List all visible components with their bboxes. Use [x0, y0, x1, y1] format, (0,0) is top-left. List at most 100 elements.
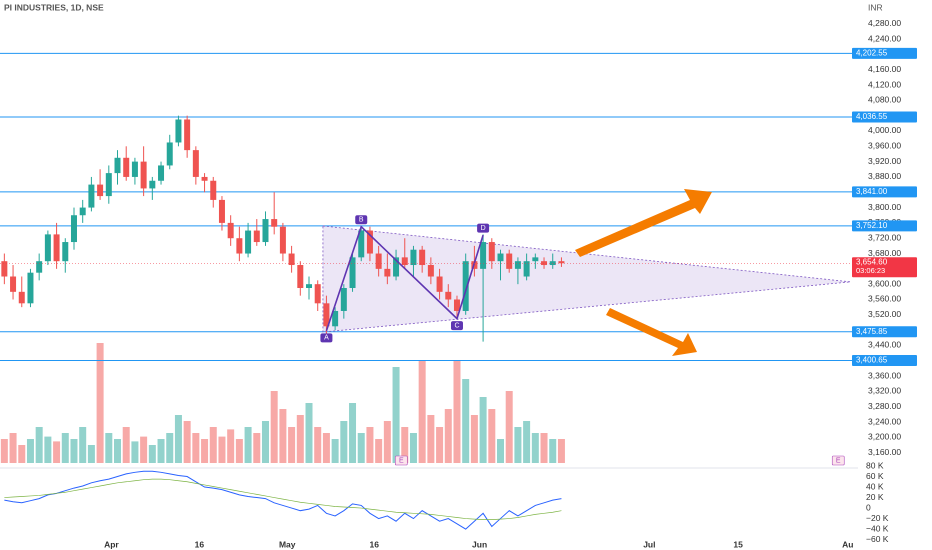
volume-bar — [322, 433, 330, 463]
candle-body — [140, 161, 147, 189]
volume-bar — [314, 427, 322, 463]
volume-bar — [349, 403, 357, 463]
candle-body — [123, 157, 130, 177]
y-tick-label: 4,240.00 — [868, 33, 901, 43]
candle-body — [218, 199, 225, 223]
volume-bar — [418, 361, 426, 463]
y-tick-label: 3,160.00 — [868, 447, 901, 457]
volume-bar — [61, 433, 69, 463]
y-tick-label: 3,600.00 — [868, 278, 901, 288]
volume-bar — [279, 409, 287, 463]
candle-body — [514, 261, 521, 269]
volume-bar — [70, 439, 78, 463]
candle-body — [480, 242, 487, 269]
x-tick-label: 16 — [195, 539, 205, 549]
volume-bar — [549, 439, 557, 463]
volume-bar — [148, 445, 156, 463]
symbol-title: PI INDUSTRIES, 1D, NSE — [4, 2, 104, 12]
volume-bar — [540, 433, 548, 463]
level-box — [852, 355, 917, 367]
candle-body — [384, 268, 391, 277]
candle-body — [27, 272, 34, 304]
candle-body — [497, 253, 504, 262]
y-tick-label: 3,440.00 — [868, 340, 901, 350]
volume-bar — [174, 415, 182, 463]
x-tick-label: 16 — [370, 539, 380, 549]
volume-bar — [87, 445, 95, 463]
candle-body — [1, 261, 8, 277]
volume-bar — [479, 397, 487, 463]
y-tick-label: 3,920.00 — [868, 156, 901, 166]
osc-tick-label: 80 K — [866, 460, 884, 470]
y-tick-label: 3,560.00 — [868, 294, 901, 304]
candle-body — [506, 253, 513, 269]
event-box — [831, 455, 845, 466]
candle-body — [79, 207, 86, 216]
candle-body — [445, 291, 452, 300]
x-tick-label: Au — [842, 539, 853, 549]
volume-bar — [122, 427, 130, 463]
candle-body — [201, 176, 208, 181]
volume-bar — [114, 439, 122, 463]
candle-body — [288, 253, 295, 266]
pattern-label: D — [481, 225, 486, 232]
y-tick-label: 4,120.00 — [868, 79, 901, 89]
volume-bar — [296, 415, 304, 463]
osc-tick-label: −20 K — [866, 513, 889, 523]
candle-body — [523, 261, 530, 277]
x-tick-label: Jul — [643, 539, 655, 549]
candle-body — [532, 257, 539, 262]
y-tick-label: 4,080.00 — [868, 95, 901, 105]
candle-body — [279, 226, 286, 254]
event-label: E — [836, 457, 841, 464]
y-tick-label: 4,000.00 — [868, 125, 901, 135]
volume-bar — [375, 439, 383, 463]
candle-body — [245, 230, 252, 254]
osc-tick-label: 60 K — [866, 471, 884, 481]
candle-body — [401, 257, 408, 266]
candle-body — [114, 157, 121, 174]
volume-bar — [401, 427, 409, 463]
volume-bar — [357, 433, 365, 463]
volume-bar — [157, 439, 165, 463]
candle-body — [36, 261, 43, 273]
oscillator-line — [4, 478, 562, 520]
level-label: 3,841.00 — [856, 187, 888, 196]
volume-bar — [166, 433, 174, 463]
candle-body — [488, 242, 495, 262]
countdown: 03:06:23 — [856, 266, 885, 275]
volume-bar — [35, 427, 43, 463]
candle-body — [192, 150, 199, 177]
last-price-label: 3,654.60 — [856, 257, 888, 266]
x-tick-label: Apr — [104, 539, 119, 549]
candle-body — [53, 234, 60, 262]
volume-bar — [9, 433, 17, 463]
osc-tick-label: 0 — [866, 502, 871, 512]
pattern-label: A — [324, 335, 329, 342]
level-box — [852, 47, 917, 59]
volume-bar — [18, 445, 26, 463]
volume-bar — [305, 403, 313, 463]
candle-body — [70, 215, 77, 243]
candle-body — [62, 242, 69, 262]
volume-bar — [105, 433, 113, 463]
oscillator-line — [4, 470, 562, 530]
candle-body — [427, 265, 434, 277]
level-box — [852, 186, 917, 198]
volume-bar — [201, 439, 209, 463]
candle-body — [88, 184, 95, 208]
candle-body — [253, 230, 260, 243]
candle-body — [306, 284, 313, 288]
candle-body — [393, 257, 400, 277]
osc-tick-label: −60 K — [866, 534, 889, 544]
volume-bar — [331, 439, 339, 463]
currency: INR — [868, 2, 883, 12]
last-price-box — [852, 257, 917, 278]
y-tick-label: 3,960.00 — [868, 141, 901, 151]
pattern-label-box — [477, 223, 490, 233]
volume-bar — [409, 433, 417, 463]
volume-bar — [53, 441, 61, 463]
level-box — [852, 220, 917, 232]
volume-bar — [131, 441, 139, 463]
volume-bar — [453, 361, 461, 463]
